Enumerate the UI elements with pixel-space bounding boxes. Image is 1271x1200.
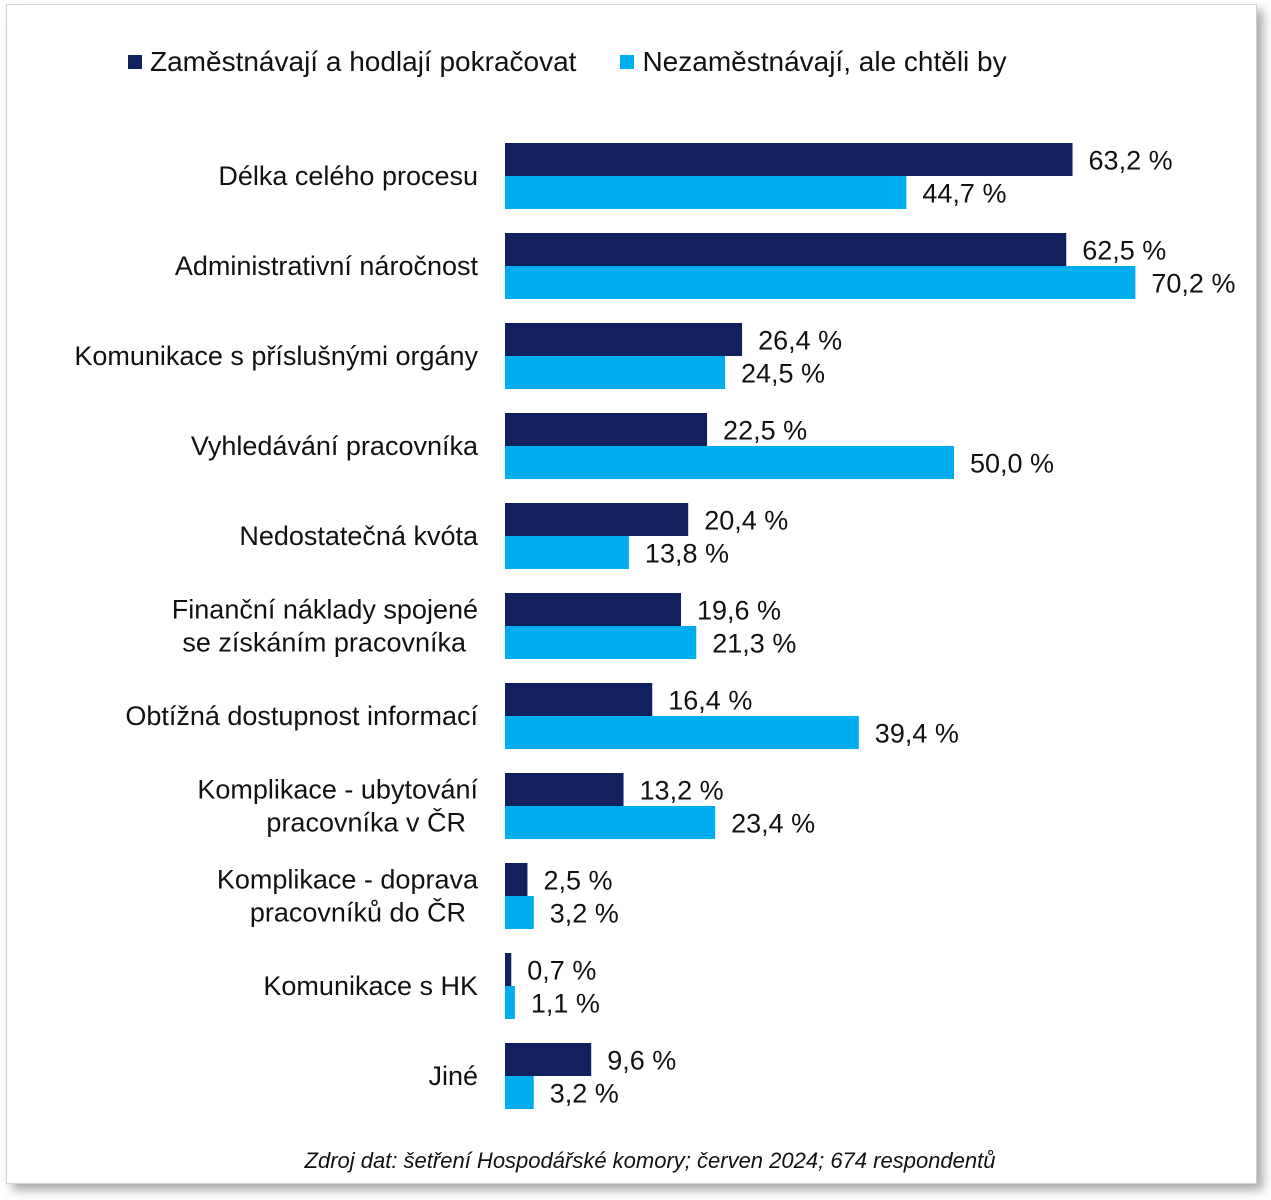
category-group: Jiné 9,6 %3,2 % — [428, 1043, 676, 1109]
data-label: 24,5 % — [741, 359, 825, 389]
data-label: 13,2 % — [640, 776, 724, 806]
bar-series-2 — [505, 1076, 534, 1109]
category-group: Vyhledávání pracovníka 22,5 % 50,0 % — [191, 413, 1054, 479]
data-label: 2,5 % — [543, 866, 612, 896]
bar-series-1 — [505, 323, 743, 356]
data-label: 62,5 % — [1082, 236, 1166, 266]
bar-series-2 — [505, 716, 859, 749]
data-label: 3,2 % — [550, 899, 619, 929]
data-label: 44,7 % — [922, 179, 1006, 209]
bar-series-2 — [505, 896, 534, 929]
bar-series-1 — [505, 593, 682, 626]
bar-series-1 — [505, 503, 689, 536]
category-group: Komunikace s HK 0,7 %1,1 % — [263, 953, 600, 1019]
category-label: Vyhledávání pracovníka — [191, 431, 479, 461]
data-label: 19,6 % — [697, 596, 781, 626]
data-label: 16,4 % — [668, 686, 752, 716]
data-label: 1,1 % — [531, 989, 600, 1019]
category-group: Administrativní náročnost 62,5 %70,2 % — [175, 233, 1235, 299]
data-label: 39,4 % — [875, 719, 959, 749]
bar-series-2 — [505, 176, 907, 209]
data-label: 3,2 % — [550, 1079, 619, 1109]
bar-series-2 — [505, 806, 716, 839]
data-label: 26,4 % — [758, 326, 842, 356]
category-label: Jiné — [428, 1061, 478, 1091]
data-label: 22,5 % — [723, 416, 807, 446]
legend-item-series-2: Nezaměstnávají, ale chtěli by — [620, 46, 1007, 78]
category-group: Obtížná dostupnost informací 16,4 % 39,4 % — [125, 683, 959, 749]
bar-series-1 — [505, 143, 1073, 176]
bar-series-1 — [505, 683, 653, 716]
data-label: 23,4 % — [731, 809, 815, 839]
bar-series-1 — [505, 233, 1067, 266]
category-group: Komunikace s příslušnými orgány 26,4 %24,… — [74, 323, 842, 389]
bar-series-2 — [505, 626, 697, 659]
category-label: Komplikace - doprava — [217, 865, 479, 895]
data-label: 21,3 % — [712, 629, 796, 659]
bar-series-2 — [505, 356, 726, 389]
source-note: Zdroj dat: šetření Hospodářské komory; č… — [304, 1148, 996, 1173]
bar-series-1 — [505, 953, 512, 986]
bar-series-2 — [505, 986, 515, 1019]
category-label: pracovníků do ČR — [250, 897, 466, 928]
bar-series-1 — [505, 1043, 592, 1076]
legend-label-series-2: Nezaměstnávají, ale chtěli by — [642, 46, 1007, 77]
data-label: 70,2 % — [1151, 269, 1235, 299]
legend-item-series-1: Zaměstnávají a hodlají pokračovat — [128, 46, 576, 78]
legend-label-series-1: Zaměstnávají a hodlají pokračovat — [150, 46, 577, 77]
category-label: Administrativní náročnost — [175, 251, 479, 281]
category-label: Délka celého procesu — [218, 161, 478, 191]
category-group: Délka celého procesu 63,2 % 44,7 % — [218, 143, 1173, 209]
bar-series-2 — [505, 446, 954, 479]
category-label: Finanční náklady spojené — [172, 595, 478, 625]
category-label: Nedostatečná kvóta — [239, 521, 479, 551]
chart-legend: Zaměstnávají a hodlají pokračovat Nezamě… — [128, 42, 1051, 82]
data-label: 9,6 % — [607, 1046, 676, 1076]
category-label: Komunikace s HK — [263, 971, 478, 1001]
bar-series-2 — [505, 266, 1136, 299]
data-label: 20,4 % — [704, 506, 788, 536]
data-label: 13,8 % — [645, 539, 729, 569]
bar-series-1 — [505, 413, 708, 446]
category-label: Komunikace s příslušnými orgány — [74, 341, 478, 371]
legend-swatch-series-1 — [128, 55, 142, 69]
data-label: 50,0 % — [970, 449, 1054, 479]
category-label: Komplikace - ubytování — [197, 775, 478, 805]
category-group: Nedostatečná kvóta 20,4 %13,8 % — [239, 503, 788, 569]
bar-series-1 — [505, 773, 624, 806]
data-label: 0,7 % — [527, 956, 596, 986]
category-label: pracovníka v ČR — [266, 807, 466, 838]
bar-series-2 — [505, 536, 629, 569]
data-label: 63,2 % — [1089, 146, 1173, 176]
category-label: Obtížná dostupnost informací — [125, 701, 478, 731]
category-label: se získáním pracovníka — [182, 628, 467, 658]
legend-swatch-series-2 — [620, 55, 635, 69]
bar-series-1 — [505, 863, 528, 896]
